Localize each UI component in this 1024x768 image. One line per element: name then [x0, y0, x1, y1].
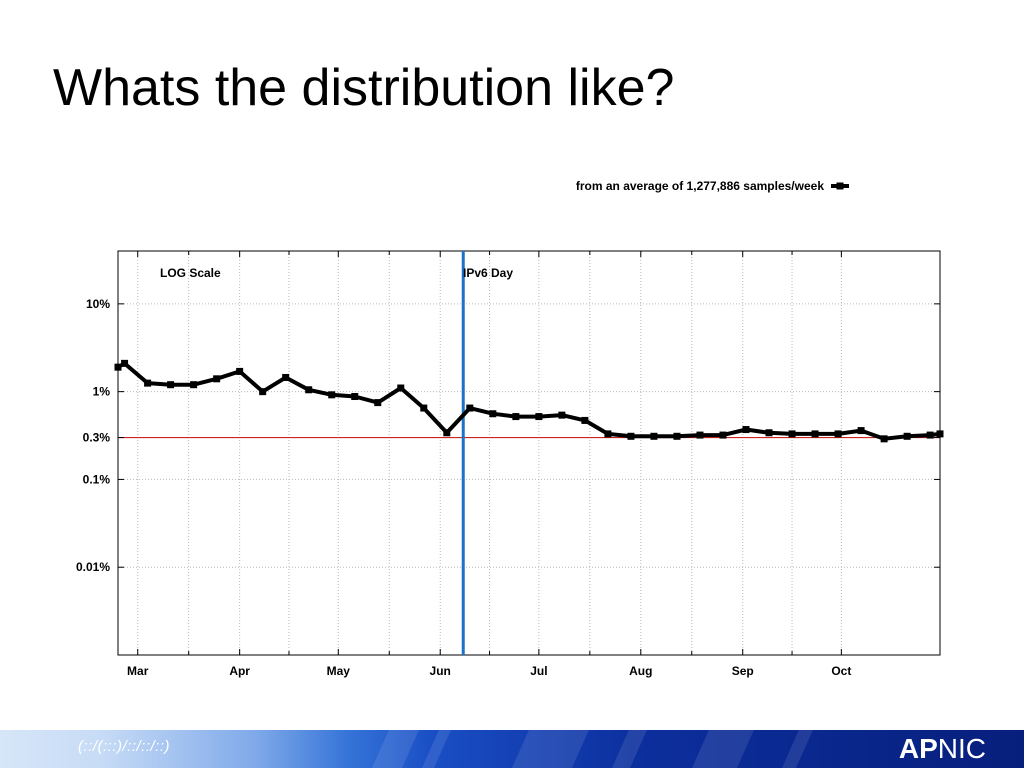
data-point	[936, 430, 944, 438]
data-point	[114, 363, 122, 371]
annotations: LOG Scale IPv6 Day	[160, 266, 513, 280]
y-tick-label: 0.1%	[83, 472, 111, 486]
plot-border	[117, 250, 941, 656]
y-tick-label: 0.01%	[76, 560, 110, 574]
data-point	[420, 404, 428, 412]
data-point	[282, 373, 290, 381]
slide-title: Whats the distribution like?	[53, 59, 675, 117]
x-tick-label: Sep	[732, 664, 754, 678]
data-point	[926, 431, 934, 439]
data-point	[213, 375, 221, 383]
data-point	[397, 384, 405, 392]
annotation-log-scale: LOG Scale	[160, 266, 221, 280]
data-point	[880, 435, 888, 443]
data-point	[857, 427, 865, 435]
data-point	[489, 410, 497, 418]
data-point	[535, 413, 543, 421]
y-tick-label: 10%	[86, 297, 110, 311]
data-point	[811, 430, 819, 438]
data-point	[673, 432, 681, 440]
annotation-ipv6-day: IPv6 Day	[463, 266, 513, 280]
logo-nic: NIC	[937, 733, 986, 764]
data-point	[351, 393, 359, 401]
data-point	[374, 399, 382, 407]
footer-bar: (::/(:::)/::/::/::) APNIC	[0, 730, 1024, 768]
x-tick-label: Aug	[629, 664, 652, 678]
footer-graphic-mark: (::/(:::)/::/::/::)	[78, 738, 170, 755]
legend-marker	[836, 182, 844, 190]
data-point	[558, 411, 566, 419]
data-point	[190, 381, 198, 389]
data-point	[627, 432, 635, 440]
legend-label: from an average of 1,277,886 samples/wee…	[576, 179, 824, 193]
x-tick-label: Apr	[229, 664, 250, 678]
data-point	[788, 430, 796, 438]
distribution-chart: from an average of 1,277,886 samples/wee…	[76, 179, 944, 678]
data-point	[696, 431, 704, 439]
data-point	[167, 381, 175, 389]
data-point	[512, 413, 520, 421]
x-tick-label: Jun	[430, 664, 451, 678]
data-point	[328, 391, 336, 399]
series-line	[117, 361, 941, 441]
data-point	[236, 367, 244, 375]
logo-ap: AP	[898, 733, 938, 764]
data-point	[305, 386, 313, 394]
data-point	[719, 431, 727, 439]
data-point	[259, 388, 267, 396]
data-point	[604, 430, 612, 438]
data-point	[742, 426, 750, 434]
data-point	[581, 416, 589, 424]
data-point	[903, 432, 911, 440]
data-point	[466, 404, 474, 412]
data-series	[114, 359, 944, 443]
data-point	[443, 429, 451, 437]
x-tick-label: Mar	[127, 664, 149, 678]
reference-lines	[118, 251, 940, 655]
chart-legend: from an average of 1,277,886 samples/wee…	[576, 179, 849, 193]
x-tick-label: Jul	[530, 664, 547, 678]
data-point	[121, 359, 129, 367]
data-point	[650, 432, 658, 440]
y-tick-label: 0.3%	[83, 431, 111, 445]
grid-lines	[118, 251, 940, 655]
data-point	[144, 379, 152, 387]
x-tick-label: Oct	[831, 664, 851, 678]
data-point	[765, 429, 773, 437]
axis-ticks: 10% 1% 0.3% 0.1% 0.01% Mar Apr May Jun Jul Aug Sep O…	[76, 251, 940, 678]
y-tick-label: 1%	[93, 385, 111, 399]
apnic-logo: APNIC	[899, 734, 986, 764]
data-point	[834, 430, 842, 438]
plot-frame	[117, 250, 941, 656]
x-tick-label: May	[327, 664, 351, 678]
